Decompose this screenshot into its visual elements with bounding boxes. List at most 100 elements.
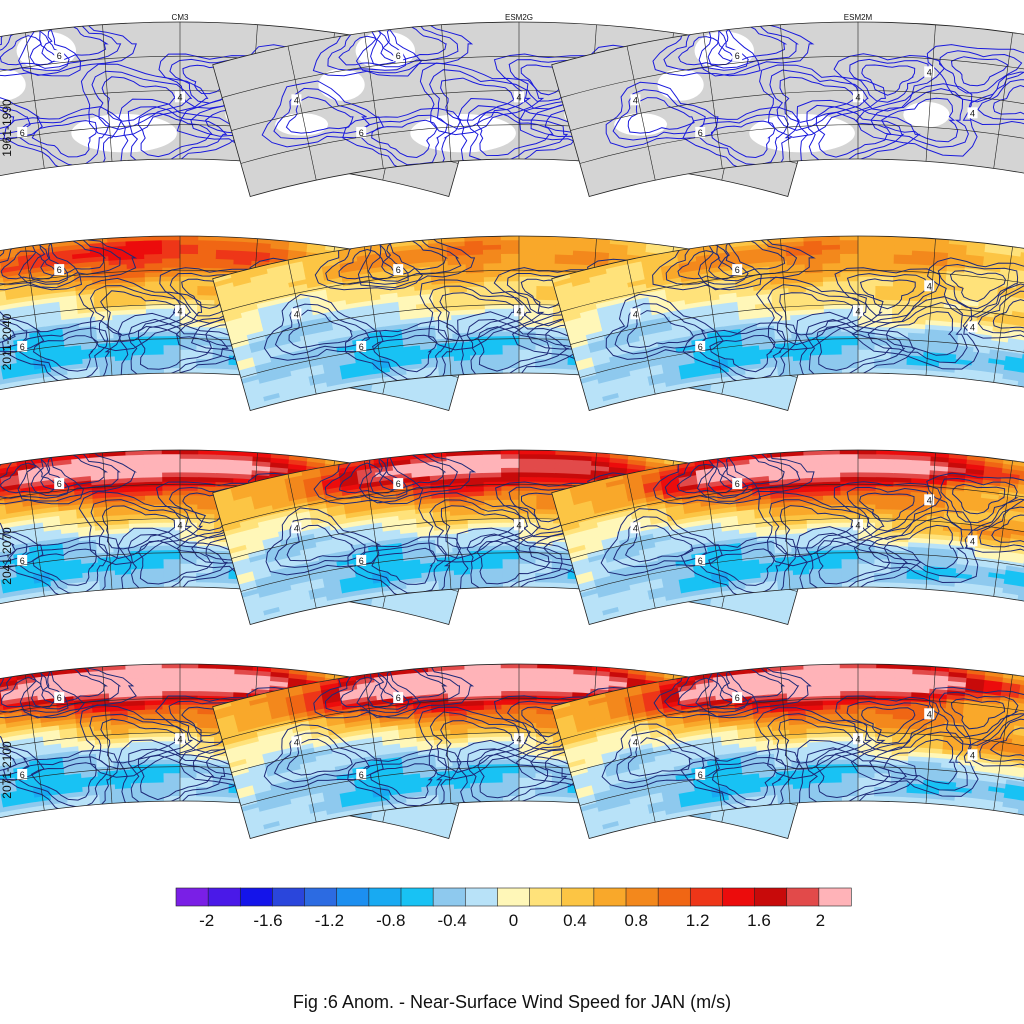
anomaly-cell <box>234 455 255 462</box>
anomaly-cell <box>339 362 359 371</box>
anomaly-cell <box>291 585 311 595</box>
anomaly-cell <box>677 353 697 362</box>
anomaly-cell <box>999 272 1020 280</box>
anomaly-cell <box>237 575 257 585</box>
anomaly-cell <box>258 522 280 532</box>
anomaly-cell <box>501 281 522 287</box>
anomaly-cell <box>247 334 268 345</box>
anomaly-cell <box>250 273 271 283</box>
anomaly-cell <box>143 249 165 255</box>
anomaly-cell <box>432 511 453 518</box>
anomaly-cell <box>93 297 114 304</box>
contour-label: 6 <box>57 265 62 275</box>
anomaly-cell <box>325 588 345 597</box>
anomaly-cell <box>287 568 307 577</box>
anomaly-cell <box>0 597 7 606</box>
anomaly-cell <box>559 299 580 310</box>
anomaly-cell <box>643 271 665 280</box>
anomaly-cell <box>237 509 258 519</box>
anomaly-cell <box>263 606 282 616</box>
anomaly-cell <box>470 582 489 589</box>
anomaly-cell <box>803 249 825 256</box>
anomaly-cell <box>251 277 272 287</box>
contour-line <box>127 533 228 594</box>
anomaly-cell <box>482 244 504 251</box>
anomaly-cell <box>437 574 457 582</box>
anomaly-cell <box>308 289 329 298</box>
anomaly-cell <box>274 300 296 310</box>
anomaly-cell <box>225 531 246 541</box>
anomaly-cell <box>654 325 675 334</box>
anomaly-cell <box>180 340 199 346</box>
anomaly-cell <box>196 368 215 374</box>
anomaly-cell <box>343 502 365 510</box>
anomaly-cell <box>501 513 522 519</box>
anomaly-cell <box>273 580 293 590</box>
anomaly-cell <box>705 317 725 325</box>
contour-line <box>834 267 941 324</box>
anomaly-cell <box>144 477 165 483</box>
anomaly-cell <box>216 454 237 461</box>
anomaly-cell <box>435 543 455 550</box>
anomaly-cell <box>432 506 452 513</box>
anomaly-cell <box>5 506 26 515</box>
anomaly-cell <box>822 254 843 260</box>
anomaly-cell <box>161 236 183 241</box>
contour-line <box>796 99 921 172</box>
anomaly-cell <box>3 594 23 603</box>
anomaly-cell <box>10 538 31 546</box>
anomaly-cell <box>0 374 6 383</box>
anomaly-cell <box>687 315 708 323</box>
anomaly-cell <box>858 244 879 250</box>
parallel-line <box>561 269 1024 312</box>
anomaly-cell <box>143 240 165 246</box>
anomaly-cell <box>163 345 182 351</box>
anomaly-cell <box>266 264 288 274</box>
anomaly-cell <box>825 363 844 369</box>
anomaly-cell <box>437 565 456 573</box>
anomaly-cell <box>325 286 347 295</box>
anomaly-cell <box>356 249 377 258</box>
anomaly-cell <box>236 570 256 581</box>
anomaly-cell <box>1000 267 1021 276</box>
anomaly-cell <box>468 536 488 543</box>
anomaly-cell <box>95 538 116 545</box>
anomaly-cell <box>578 303 599 314</box>
anomaly-cell <box>289 362 309 372</box>
contour-line <box>273 87 371 140</box>
anomaly-cell <box>438 383 458 394</box>
anomaly-cell <box>243 383 263 393</box>
anomaly-cell <box>197 468 219 474</box>
anomaly-cell <box>840 285 861 291</box>
anomaly-cell <box>760 362 780 369</box>
anomaly-cell <box>145 499 165 506</box>
anomaly-cell <box>713 247 734 255</box>
anomaly-cell <box>581 378 601 389</box>
anomaly-cell <box>146 340 166 347</box>
anomaly-cell <box>355 458 377 467</box>
anomaly-cell <box>519 326 538 333</box>
anomaly-cell <box>924 333 944 340</box>
anomaly-cell <box>519 281 539 287</box>
anomaly-cell <box>257 584 277 594</box>
anomaly-cell <box>218 509 240 519</box>
contour-line <box>0 450 84 505</box>
anomaly-cell <box>162 258 183 264</box>
anomaly-cell <box>775 388 795 398</box>
anomaly-cell <box>535 368 554 374</box>
contour-line <box>967 71 1024 129</box>
anomaly-cell <box>302 471 324 481</box>
anomaly-cell <box>907 332 927 339</box>
anomaly-cell <box>127 491 148 497</box>
anomaly-cell <box>437 570 457 577</box>
anomaly-cell <box>301 253 323 262</box>
anomaly-cell <box>180 253 201 259</box>
contour-label-bg <box>630 94 641 106</box>
anomaly-cell <box>482 458 504 465</box>
anomaly-cell <box>331 531 352 540</box>
baseline-patch <box>903 101 950 128</box>
anomaly-cell <box>114 569 134 576</box>
anomaly-cell <box>131 582 150 589</box>
anomaly-cell <box>702 299 723 307</box>
anomaly-cell <box>245 326 266 336</box>
